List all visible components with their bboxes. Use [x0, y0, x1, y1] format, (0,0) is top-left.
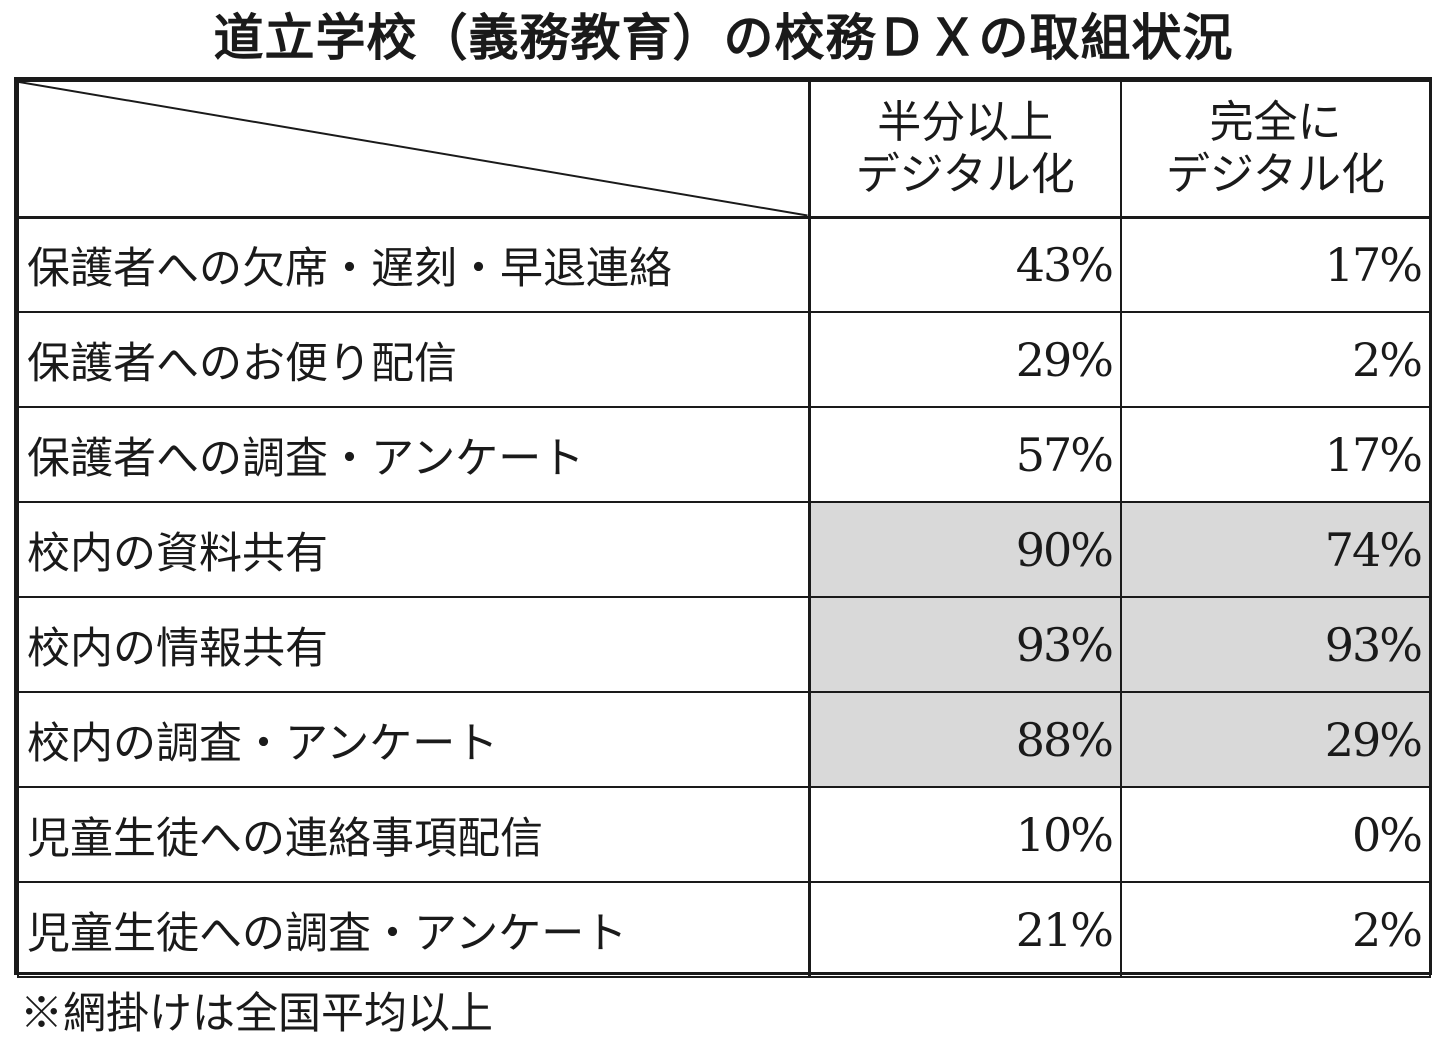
table-header-row: 半分以上 デジタル化 完全に デジタル化 — [17, 80, 1431, 219]
value-full: 17% — [1120, 406, 1431, 503]
row-label: 保護者へのお便り配信 — [17, 311, 811, 408]
table-row: 保護者への調査・アンケート 57% 17% — [17, 406, 1431, 503]
value-half-shaded: 88% — [808, 691, 1122, 788]
row-label: 児童生徒への連絡事項配信 — [17, 786, 811, 883]
value-half-shaded: 90% — [808, 501, 1122, 598]
dx-status-table: 半分以上 デジタル化 完全に デジタル化 保護者への欠席・遅刻・早退連絡 43%… — [14, 77, 1432, 978]
table-row: 児童生徒への調査・アンケート 21% 2% — [17, 881, 1431, 978]
value-half: 57% — [808, 406, 1122, 503]
corner-cell — [17, 80, 811, 219]
column-header-full: 完全に デジタル化 — [1120, 80, 1431, 219]
row-label: 児童生徒への調査・アンケート — [17, 881, 811, 978]
column-header-half: 半分以上 デジタル化 — [808, 80, 1122, 219]
value-half-shaded: 93% — [808, 596, 1122, 693]
table-grid: 半分以上 デジタル化 完全に デジタル化 保護者への欠席・遅刻・早退連絡 43%… — [17, 80, 1431, 978]
value-full-shaded: 74% — [1120, 501, 1431, 598]
value-full-shaded: 93% — [1120, 596, 1431, 693]
footnote: ※網掛けは全国平均以上 — [20, 989, 493, 1039]
value-half: 21% — [808, 881, 1122, 978]
value-full: 0% — [1120, 786, 1431, 883]
row-label: 保護者への調査・アンケート — [17, 406, 811, 503]
table-row: 校内の情報共有 93% 93% — [17, 596, 1431, 693]
table-row: 校内の調査・アンケート 88% 29% — [17, 691, 1431, 788]
column-header-full-line2: デジタル化 — [1165, 148, 1386, 200]
value-full: 2% — [1120, 311, 1431, 408]
table-row: 校内の資料共有 90% 74% — [17, 501, 1431, 598]
table-row: 児童生徒への連絡事項配信 10% 0% — [17, 786, 1431, 883]
row-label: 校内の資料共有 — [17, 501, 811, 598]
chart-title: 道立学校（義務教育）の校務ＤＸの取組状況 — [213, 9, 1234, 67]
table-row: 保護者への欠席・遅刻・早退連絡 43% 17% — [17, 216, 1431, 313]
column-header-full-line1: 完全に — [1209, 96, 1342, 148]
row-label: 保護者への欠席・遅刻・早退連絡 — [17, 216, 811, 313]
value-full: 2% — [1120, 881, 1431, 978]
value-half: 29% — [808, 311, 1122, 408]
value-half: 43% — [808, 216, 1122, 313]
corner-diagonal-line — [19, 82, 808, 216]
row-label: 校内の調査・アンケート — [17, 691, 811, 788]
column-header-half-line2: デジタル化 — [855, 148, 1075, 200]
value-full-shaded: 29% — [1120, 691, 1431, 788]
row-label: 校内の情報共有 — [17, 596, 811, 693]
value-full: 17% — [1120, 216, 1431, 313]
column-header-half-line1: 半分以上 — [877, 96, 1054, 148]
value-half: 10% — [808, 786, 1122, 883]
table-row: 保護者へのお便り配信 29% 2% — [17, 311, 1431, 408]
